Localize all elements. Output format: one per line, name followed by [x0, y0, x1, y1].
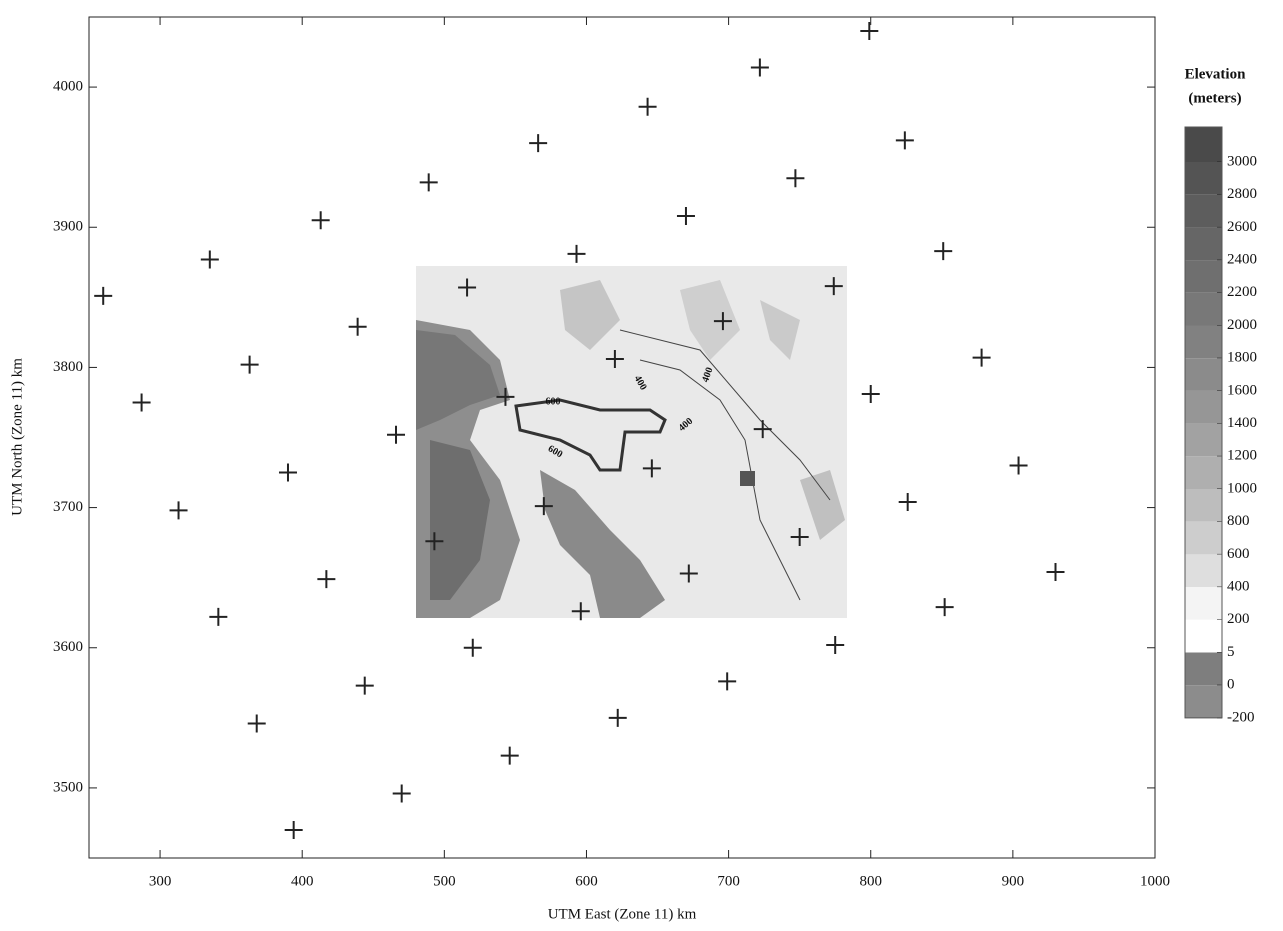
plus-marker [356, 677, 374, 695]
colorbar-segment [1185, 424, 1222, 457]
plus-marker [387, 426, 405, 444]
y-tick-label: 3600 [53, 639, 83, 655]
colorbar-segment [1185, 685, 1222, 718]
y-tick-label: 4000 [53, 79, 83, 95]
plus-marker [312, 211, 330, 229]
y-tick-label: 3800 [53, 359, 83, 375]
plus-marker [934, 242, 952, 260]
plus-marker [393, 785, 411, 803]
plus-marker [349, 318, 367, 336]
colorbar-label: -200 [1227, 709, 1255, 725]
x-tick-label: 900 [1002, 873, 1025, 889]
plus-marker [826, 636, 844, 654]
x-axis-label: UTM East (Zone 11) km [548, 906, 697, 922]
x-tick-label: 800 [859, 873, 882, 889]
colorbar-segment [1185, 358, 1222, 391]
colorbar-segment [1185, 195, 1222, 228]
x-tick-label: 400 [291, 873, 314, 889]
colorbar-segment [1185, 391, 1222, 424]
plus-marker [1047, 563, 1065, 581]
plus-marker [279, 464, 297, 482]
plus-marker [201, 250, 219, 268]
colorbar-segment [1185, 620, 1222, 653]
contour-label: 600 [546, 396, 561, 407]
page: 600 400 400 400 600 UTM East (Zone 11) k… [0, 0, 1283, 931]
colorbar-label: 1200 [1227, 448, 1257, 464]
colorbar-segment [1185, 489, 1222, 522]
plus-marker [899, 493, 917, 511]
plus-marker [209, 608, 227, 626]
colorbar-label: 2600 [1227, 219, 1257, 235]
plus-marker [464, 639, 482, 657]
plus-marker [751, 58, 769, 76]
colorbar-label: 400 [1227, 579, 1250, 595]
x-tick-label: 1000 [1140, 873, 1170, 889]
plus-marker [786, 169, 804, 187]
facility-marker [740, 471, 755, 486]
plus-marker [936, 598, 954, 616]
plus-marker [317, 570, 335, 588]
colorbar-label: 1400 [1227, 415, 1257, 431]
colorbar-label: 3000 [1227, 153, 1257, 169]
colorbar-segment [1185, 522, 1222, 555]
plus-marker [285, 821, 303, 839]
colorbar-segment [1185, 587, 1222, 620]
map-inset: 600 400 400 400 600 [416, 266, 847, 618]
colorbar-label: 1000 [1227, 480, 1257, 496]
plus-marker [568, 245, 586, 263]
colorbar-label: 200 [1227, 611, 1250, 627]
colorbar-label: 1800 [1227, 350, 1257, 366]
plus-marker [94, 287, 112, 305]
plus-marker [973, 349, 991, 367]
y-tick-label: 3500 [53, 779, 83, 795]
colorbar-segment [1185, 227, 1222, 260]
plus-marker [248, 714, 266, 732]
y-axis-label: UTM North (Zone 11) km [9, 358, 25, 516]
y-tick-label: 3900 [53, 219, 83, 235]
colorbar-label: 2000 [1227, 317, 1257, 333]
colorbar-segment [1185, 162, 1222, 195]
colorbar-segment [1185, 653, 1222, 686]
colorbar-label: 2400 [1227, 252, 1257, 268]
plus-marker [241, 356, 259, 374]
colorbar-segment [1185, 456, 1222, 489]
x-tick-label: 500 [433, 873, 456, 889]
plus-marker [677, 207, 695, 225]
colorbar-title: (meters) [1188, 90, 1241, 106]
plus-marker [529, 134, 547, 152]
x-tick-label: 700 [717, 873, 740, 889]
colorbar-label: 2200 [1227, 284, 1257, 300]
colorbar-segment [1185, 260, 1222, 293]
plus-marker [133, 393, 151, 411]
colorbar-label: 2800 [1227, 186, 1257, 202]
colorbar-label: 5 [1227, 644, 1235, 660]
x-tick-label: 300 [149, 873, 172, 889]
colorbar-label: 600 [1227, 546, 1250, 562]
colorbar-segment [1185, 127, 1222, 162]
plus-marker [1010, 457, 1028, 475]
plus-marker [860, 22, 878, 40]
plus-marker [501, 747, 519, 765]
plus-marker [718, 672, 736, 690]
plus-marker [896, 131, 914, 149]
colorbar-title: Elevation [1185, 66, 1246, 82]
plus-marker [639, 98, 657, 116]
colorbar-segment [1185, 326, 1222, 359]
colorbar-segment [1185, 293, 1222, 326]
y-tick-label: 3700 [53, 499, 83, 515]
plus-marker [862, 385, 880, 403]
colorbar-label: 800 [1227, 513, 1250, 529]
plus-marker [609, 709, 627, 727]
colorbar-label: 0 [1227, 677, 1235, 693]
chart: 600 400 400 400 600 UTM East (Zone 11) k… [0, 0, 1283, 931]
colorbar-segment [1185, 554, 1222, 587]
x-tick-label: 600 [575, 873, 598, 889]
colorbar-label: 1600 [1227, 382, 1257, 398]
plus-marker [420, 173, 438, 191]
plus-marker [170, 501, 188, 519]
